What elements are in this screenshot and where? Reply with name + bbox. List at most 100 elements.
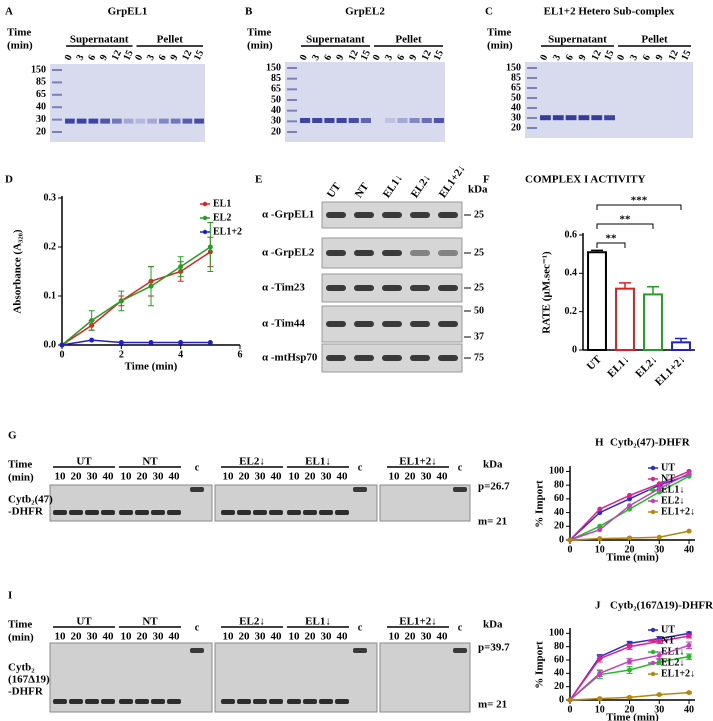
- marker-label: 85: [36, 77, 46, 88]
- legend-marker: [650, 465, 656, 471]
- error-bar: [591, 249, 603, 253]
- construct-label: (167Δ19): [8, 674, 50, 686]
- data-point: [178, 264, 184, 270]
- group-label: EL2↓: [239, 456, 265, 468]
- band: [324, 118, 335, 123]
- control-label: c: [458, 622, 463, 633]
- legend-label: UT: [661, 462, 675, 473]
- series-line: [61, 246, 211, 346]
- band: [552, 115, 564, 121]
- legend-label: EL2↓: [661, 495, 684, 506]
- data-point: [597, 506, 603, 512]
- band: [382, 285, 402, 291]
- band: [335, 510, 349, 515]
- data-point: [627, 694, 633, 700]
- band: [300, 118, 311, 123]
- ladder-band: [527, 107, 537, 109]
- band: [382, 355, 402, 361]
- band: [354, 355, 374, 361]
- lane-label: 10: [289, 471, 301, 483]
- time-label: (min): [247, 40, 273, 52]
- data-point: [656, 534, 662, 540]
- band: [253, 699, 267, 704]
- ladder-band: [527, 87, 537, 89]
- lane-label: 40: [169, 471, 181, 483]
- legend-marker: [650, 638, 656, 644]
- band: [421, 118, 432, 123]
- lane-label: 15: [432, 49, 446, 63]
- y-tick-label: 0.2: [44, 241, 57, 252]
- band: [101, 699, 115, 704]
- marker-label: 75: [474, 352, 484, 363]
- legend-label: EL1+2↓: [661, 668, 695, 679]
- ladder-band: [287, 99, 297, 101]
- lane-label: 40: [103, 471, 115, 483]
- time-label: (min): [8, 472, 34, 484]
- band: [410, 355, 430, 361]
- band: [194, 118, 204, 124]
- lane-label: EL1+2↓: [437, 163, 468, 201]
- marker-label: 20: [511, 122, 521, 133]
- band: [135, 510, 149, 515]
- band-label: m= 21: [478, 516, 507, 528]
- data-point: [597, 670, 603, 676]
- x-tick-label: EL1↓: [605, 353, 632, 380]
- band: [326, 355, 346, 361]
- construct-label: Cytb₂: [8, 662, 35, 674]
- band: [135, 118, 146, 124]
- band: [410, 285, 430, 291]
- band: [353, 487, 367, 492]
- group-label: NT: [142, 456, 158, 468]
- band: [237, 699, 251, 704]
- data-point: [118, 298, 124, 304]
- data-point: [686, 642, 692, 648]
- group-label: Pellet: [641, 34, 668, 46]
- legend-label: EL1↓: [661, 646, 684, 657]
- x-tick-label: 10: [595, 704, 605, 715]
- band: [326, 321, 346, 327]
- band: [354, 321, 374, 327]
- lane-label: 12: [667, 49, 681, 63]
- lane-label: 30: [421, 631, 433, 643]
- group-label: EL1↓: [305, 616, 331, 628]
- lane-label: 40: [337, 471, 349, 483]
- time-label: Time: [8, 459, 32, 471]
- band: [354, 285, 374, 291]
- lane-label: 10: [223, 631, 235, 643]
- marker-label: 20: [36, 126, 46, 137]
- lane-label: 3: [310, 53, 322, 62]
- ladder-band: [287, 109, 297, 112]
- band: [540, 115, 551, 121]
- band: [151, 699, 165, 704]
- ladder-band: [287, 88, 297, 91]
- time-label: (min): [7, 40, 33, 52]
- band-label: m= 21: [478, 699, 507, 711]
- legend-label: EL1: [213, 198, 231, 209]
- data-point: [89, 318, 95, 323]
- error-bar: [619, 282, 631, 289]
- x-axis-label: Time (min): [125, 361, 178, 373]
- data-point: [656, 638, 662, 644]
- bar: [587, 251, 607, 351]
- marker-label: 65: [271, 84, 281, 95]
- data-point: [207, 340, 213, 346]
- band: [453, 487, 467, 492]
- lane-label: 12: [180, 49, 194, 63]
- ladder-band: [527, 67, 537, 69]
- lane-label: 20: [305, 631, 317, 643]
- x-tick-label: 6: [238, 349, 243, 360]
- lane-label: 9: [654, 53, 666, 62]
- band: [438, 285, 458, 291]
- lane-label: 20: [137, 631, 149, 643]
- construct-label: -DHFR: [8, 686, 44, 698]
- lane-label: 20: [137, 471, 149, 483]
- y-tick-label: 0: [559, 534, 564, 545]
- lane-label: 3: [145, 53, 157, 62]
- lane-label: 30: [153, 471, 165, 483]
- gel: [285, 62, 445, 142]
- data-point: [686, 654, 692, 660]
- lane-label: 20: [239, 631, 251, 643]
- panel-letter: J: [595, 600, 601, 612]
- band: [397, 118, 408, 123]
- lane-label: 9: [168, 53, 180, 62]
